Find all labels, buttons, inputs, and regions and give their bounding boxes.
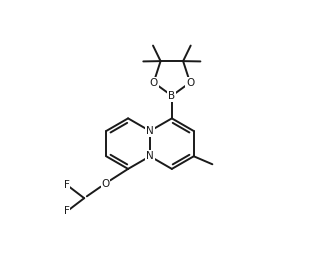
Text: N: N bbox=[146, 151, 154, 161]
Text: N: N bbox=[146, 126, 154, 136]
Text: O: O bbox=[149, 77, 158, 88]
Text: F: F bbox=[64, 180, 70, 190]
Text: F: F bbox=[64, 206, 70, 217]
Text: O: O bbox=[101, 178, 109, 189]
Text: B: B bbox=[168, 91, 175, 101]
Text: O: O bbox=[186, 77, 194, 88]
